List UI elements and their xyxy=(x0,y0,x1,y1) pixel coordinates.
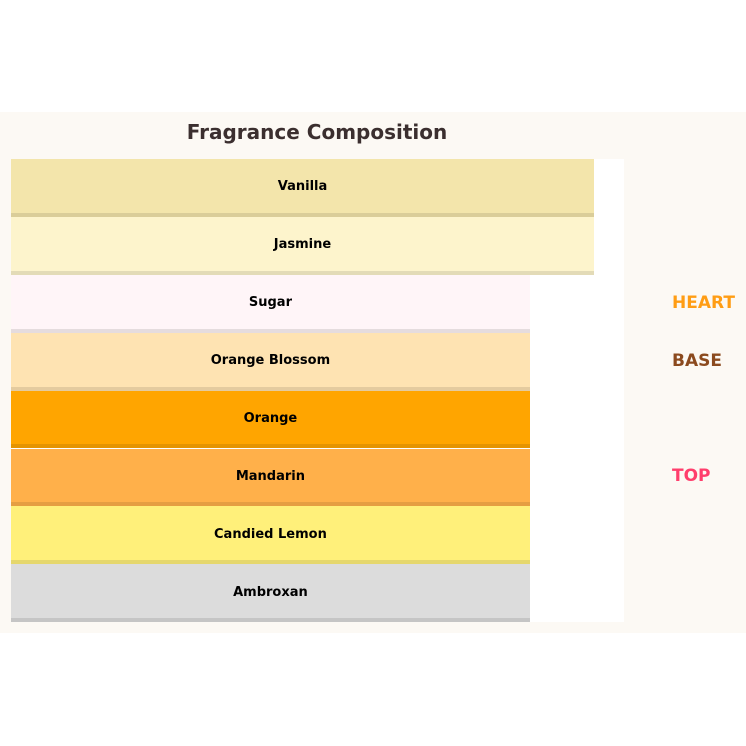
legend-top: TOP xyxy=(672,466,711,486)
bar-ambroxan: Ambroxan xyxy=(11,564,530,623)
bar-jasmine: Jasmine xyxy=(11,216,594,275)
bar-edge xyxy=(11,560,530,565)
bar-edge xyxy=(11,618,530,623)
chart-title: Fragrance Composition xyxy=(186,120,448,144)
bar-edge xyxy=(11,444,530,449)
legend-heart: HEART xyxy=(672,293,735,313)
bar-label: Orange Blossom xyxy=(210,353,331,369)
bar-label: Orange xyxy=(243,411,298,427)
bar-label: Candied Lemon xyxy=(214,526,327,542)
bar-edge xyxy=(11,386,530,391)
plot-area: Vanilla Jasmine Sugar Orange Blossom Orange M… xyxy=(11,159,624,623)
bar-label: Vanilla xyxy=(277,179,328,195)
bar-edge xyxy=(11,212,594,217)
bar-sugar: Sugar xyxy=(11,274,530,333)
bar-mandarin: Mandarin xyxy=(11,448,530,507)
bar-vanilla: Vanilla xyxy=(11,159,594,217)
legend-base: BASE xyxy=(672,351,722,371)
bar-edge xyxy=(11,502,530,507)
bar-orange: Orange xyxy=(11,390,530,449)
bar-candied-lemon: Candied Lemon xyxy=(11,506,530,565)
bar-label: Jasmine xyxy=(273,237,332,253)
bar-label: Ambroxan xyxy=(233,584,308,600)
bar-label: Mandarin xyxy=(235,468,306,484)
bar-edge xyxy=(11,328,530,333)
bar-orange-blossom: Orange Blossom xyxy=(11,332,530,391)
bar-label: Sugar xyxy=(248,295,292,311)
bar-edge xyxy=(11,270,594,275)
